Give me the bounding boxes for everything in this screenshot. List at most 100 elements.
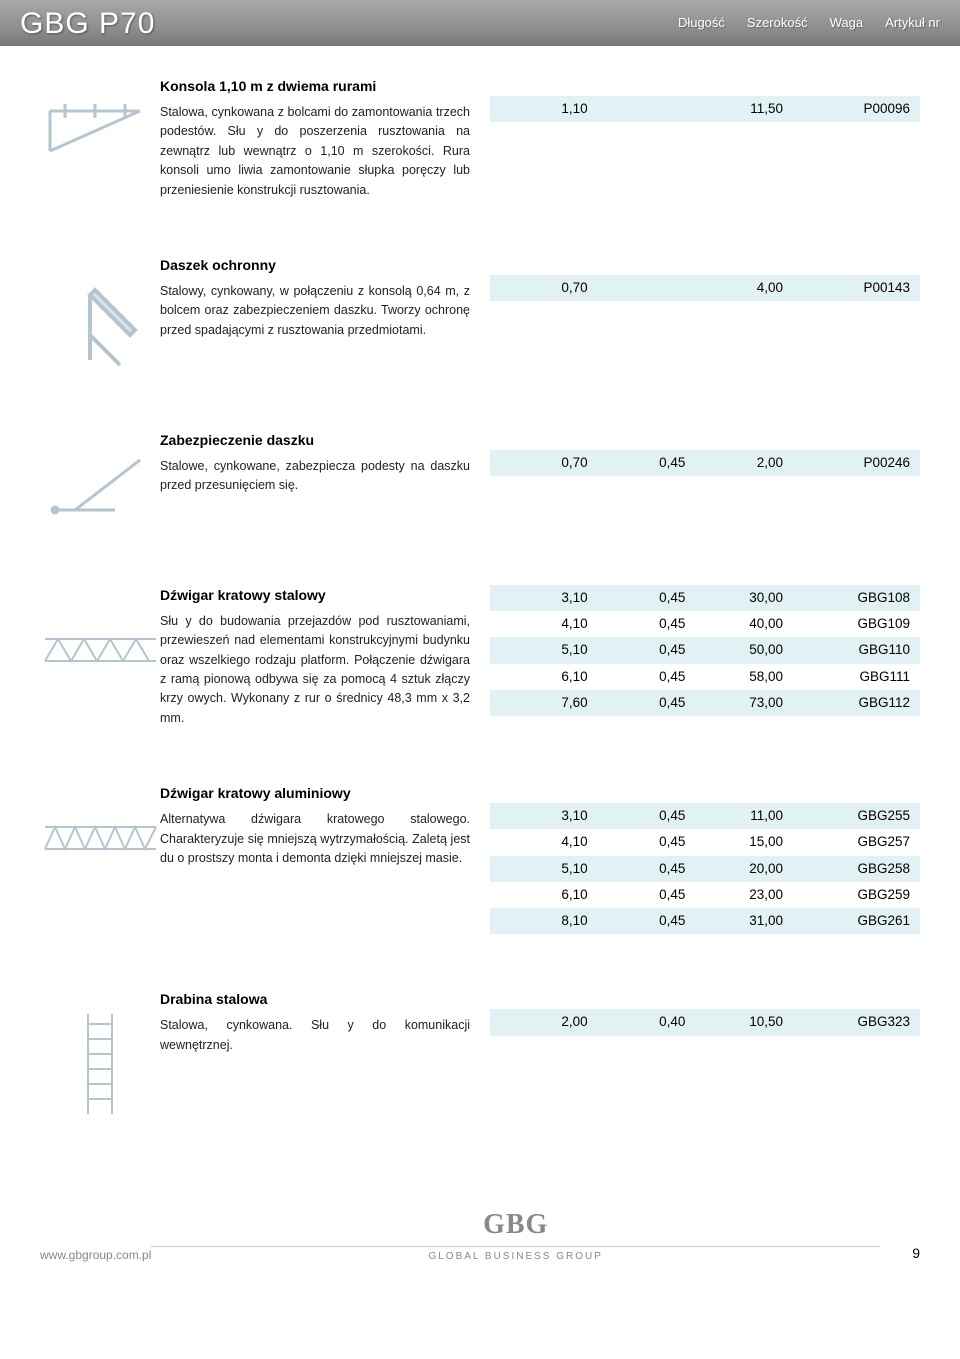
- zabezpieczenie-icon: [45, 450, 155, 530]
- product-title: Daszek ochronny: [160, 255, 470, 276]
- cell-width: 0,45: [588, 453, 686, 473]
- page-number: 9: [880, 1243, 920, 1264]
- cell-length: 3,10: [490, 806, 588, 826]
- cell-width: 0,45: [588, 832, 686, 852]
- data-row: 5,100,4520,00GBG258: [490, 856, 920, 882]
- cell-width: [588, 278, 686, 298]
- product-desc: Zabezpieczenie daszku Stalowe, cynkowane…: [160, 430, 490, 496]
- header-columns: Długość Szerokość Waga Artykuł nr: [678, 13, 940, 33]
- product-block: Konsola 1,10 m z dwiema rurami Stalowa, …: [40, 76, 920, 200]
- cell-articleno: GBG257: [783, 832, 910, 852]
- dzwigar-alu-icon: [43, 823, 158, 853]
- content: Konsola 1,10 m z dwiema rurami Stalowa, …: [0, 46, 960, 1194]
- cell-articleno: P00246: [783, 453, 910, 473]
- data-row: 3,100,4530,00GBG108: [490, 585, 920, 611]
- cell-articleno: GBG108: [783, 588, 910, 608]
- product-title: Zabezpieczenie daszku: [160, 430, 470, 451]
- product-text: Stalowa, cynkowana z bolcami do zamontow…: [160, 103, 470, 200]
- data-row: 6,100,4523,00GBG259: [490, 882, 920, 908]
- product-title: Dźwigar kratowy aluminiowy: [160, 783, 470, 804]
- cell-length: 1,10: [490, 99, 588, 119]
- data-row: 0,70 0,45 2,00 P00246: [490, 450, 920, 476]
- product-title: Dźwigar kratowy stalowy: [160, 585, 470, 606]
- konsola-icon: [45, 96, 155, 176]
- cell-articleno: P00143: [783, 278, 910, 298]
- cell-weight: 4,00: [685, 278, 783, 298]
- dzwigar-steel-icon: [43, 635, 158, 665]
- daszek-icon: [50, 275, 150, 375]
- data-row: 7,600,4573,00GBG112: [490, 690, 920, 716]
- product-block: Dźwigar kratowy aluminiowy Alternatywa d…: [40, 783, 920, 934]
- product-thumb: [40, 783, 160, 853]
- product-block: Drabina stalowa Stalowa, cynkowana. Słu …: [40, 989, 920, 1119]
- cell-length: 6,10: [490, 885, 588, 905]
- page-footer: www.gbgroup.com.pl GBG GLOBAL BUSINESS G…: [0, 1194, 960, 1284]
- cell-width: 0,45: [588, 667, 686, 687]
- product-text: Stalowe, cynkowane, zabezpiecza podesty …: [160, 457, 470, 496]
- cell-length: 3,10: [490, 588, 588, 608]
- product-data: 3,100,4530,00GBG108 4,100,4540,00GBG109 …: [490, 585, 920, 716]
- logo-top: GBG: [151, 1204, 880, 1246]
- product-desc: Dźwigar kratowy aluminiowy Alternatywa d…: [160, 783, 490, 868]
- product-data: 0,70 0,45 2,00 P00246: [490, 430, 920, 476]
- product-desc: Dźwigar kratowy stalowy Słu y do budowan…: [160, 585, 490, 728]
- data-row: 0,70 4,00 P00143: [490, 275, 920, 301]
- col-label: Artykuł nr: [885, 13, 940, 33]
- footer-logo: GBG GLOBAL BUSINESS GROUP: [151, 1204, 880, 1264]
- cell-length: 8,10: [490, 911, 588, 931]
- cell-length: 6,10: [490, 667, 588, 687]
- product-thumb: [40, 255, 160, 375]
- cell-length: 4,10: [490, 614, 588, 634]
- product-text: Alternatywa dźwigara kratowego stalowego…: [160, 810, 470, 868]
- col-label: Długość: [678, 13, 725, 33]
- product-thumb: [40, 76, 160, 176]
- product-title: Konsola 1,10 m z dwiema rurami: [160, 76, 470, 97]
- footer-url: www.gbgroup.com.pl: [40, 1246, 151, 1264]
- product-block: Dźwigar kratowy stalowy Słu y do budowan…: [40, 585, 920, 728]
- product-desc: Konsola 1,10 m z dwiema rurami Stalowa, …: [160, 76, 490, 200]
- cell-length: 5,10: [490, 859, 588, 879]
- cell-width: 0,45: [588, 693, 686, 713]
- cell-length: 7,60: [490, 693, 588, 713]
- product-block: Daszek ochronny Stalowy, cynkowany, w po…: [40, 255, 920, 375]
- data-row: 3,100,4511,00GBG255: [490, 803, 920, 829]
- cell-weight: 31,00: [685, 911, 783, 931]
- cell-weight: 50,00: [685, 640, 783, 660]
- data-row: 2,00 0,40 10,50 GBG323: [490, 1009, 920, 1035]
- cell-width: 0,45: [588, 640, 686, 660]
- data-row: 8,100,4531,00GBG261: [490, 908, 920, 934]
- cell-articleno: GBG261: [783, 911, 910, 931]
- cell-width: 0,45: [588, 614, 686, 634]
- col-label: Waga: [830, 13, 863, 33]
- cell-width: 0,45: [588, 859, 686, 879]
- data-row: 5,100,4550,00GBG110: [490, 637, 920, 663]
- cell-articleno: GBG110: [783, 640, 910, 660]
- cell-length: 4,10: [490, 832, 588, 852]
- cell-articleno: GBG323: [783, 1012, 910, 1032]
- cell-weight: 40,00: [685, 614, 783, 634]
- product-thumb: [40, 430, 160, 530]
- cell-width: 0,45: [588, 588, 686, 608]
- cell-articleno: GBG255: [783, 806, 910, 826]
- product-desc: Drabina stalowa Stalowa, cynkowana. Słu …: [160, 989, 490, 1055]
- data-row: 6,100,4558,00GBG111: [490, 664, 920, 690]
- product-title: Drabina stalowa: [160, 989, 470, 1010]
- cell-width: 0,45: [588, 806, 686, 826]
- cell-width: 0,45: [588, 911, 686, 931]
- cell-length: 0,70: [490, 453, 588, 473]
- product-text: Stalowa, cynkowana. Słu y do komunikacji…: [160, 1016, 470, 1055]
- cell-articleno: P00096: [783, 99, 910, 119]
- cell-weight: 58,00: [685, 667, 783, 687]
- cell-weight: 23,00: [685, 885, 783, 905]
- cell-width: [588, 99, 686, 119]
- product-data: 1,10 11,50 P00096: [490, 76, 920, 122]
- product-data: 2,00 0,40 10,50 GBG323: [490, 989, 920, 1035]
- data-row: 4,100,4515,00GBG257: [490, 829, 920, 855]
- cell-articleno: GBG258: [783, 859, 910, 879]
- cell-weight: 10,50: [685, 1012, 783, 1032]
- cell-articleno: GBG112: [783, 693, 910, 713]
- page-header: GBG P70 Długość Szerokość Waga Artykuł n…: [0, 0, 960, 46]
- product-data: 3,100,4511,00GBG255 4,100,4515,00GBG257 …: [490, 783, 920, 934]
- cell-articleno: GBG259: [783, 885, 910, 905]
- page-title: GBG P70: [20, 1, 155, 46]
